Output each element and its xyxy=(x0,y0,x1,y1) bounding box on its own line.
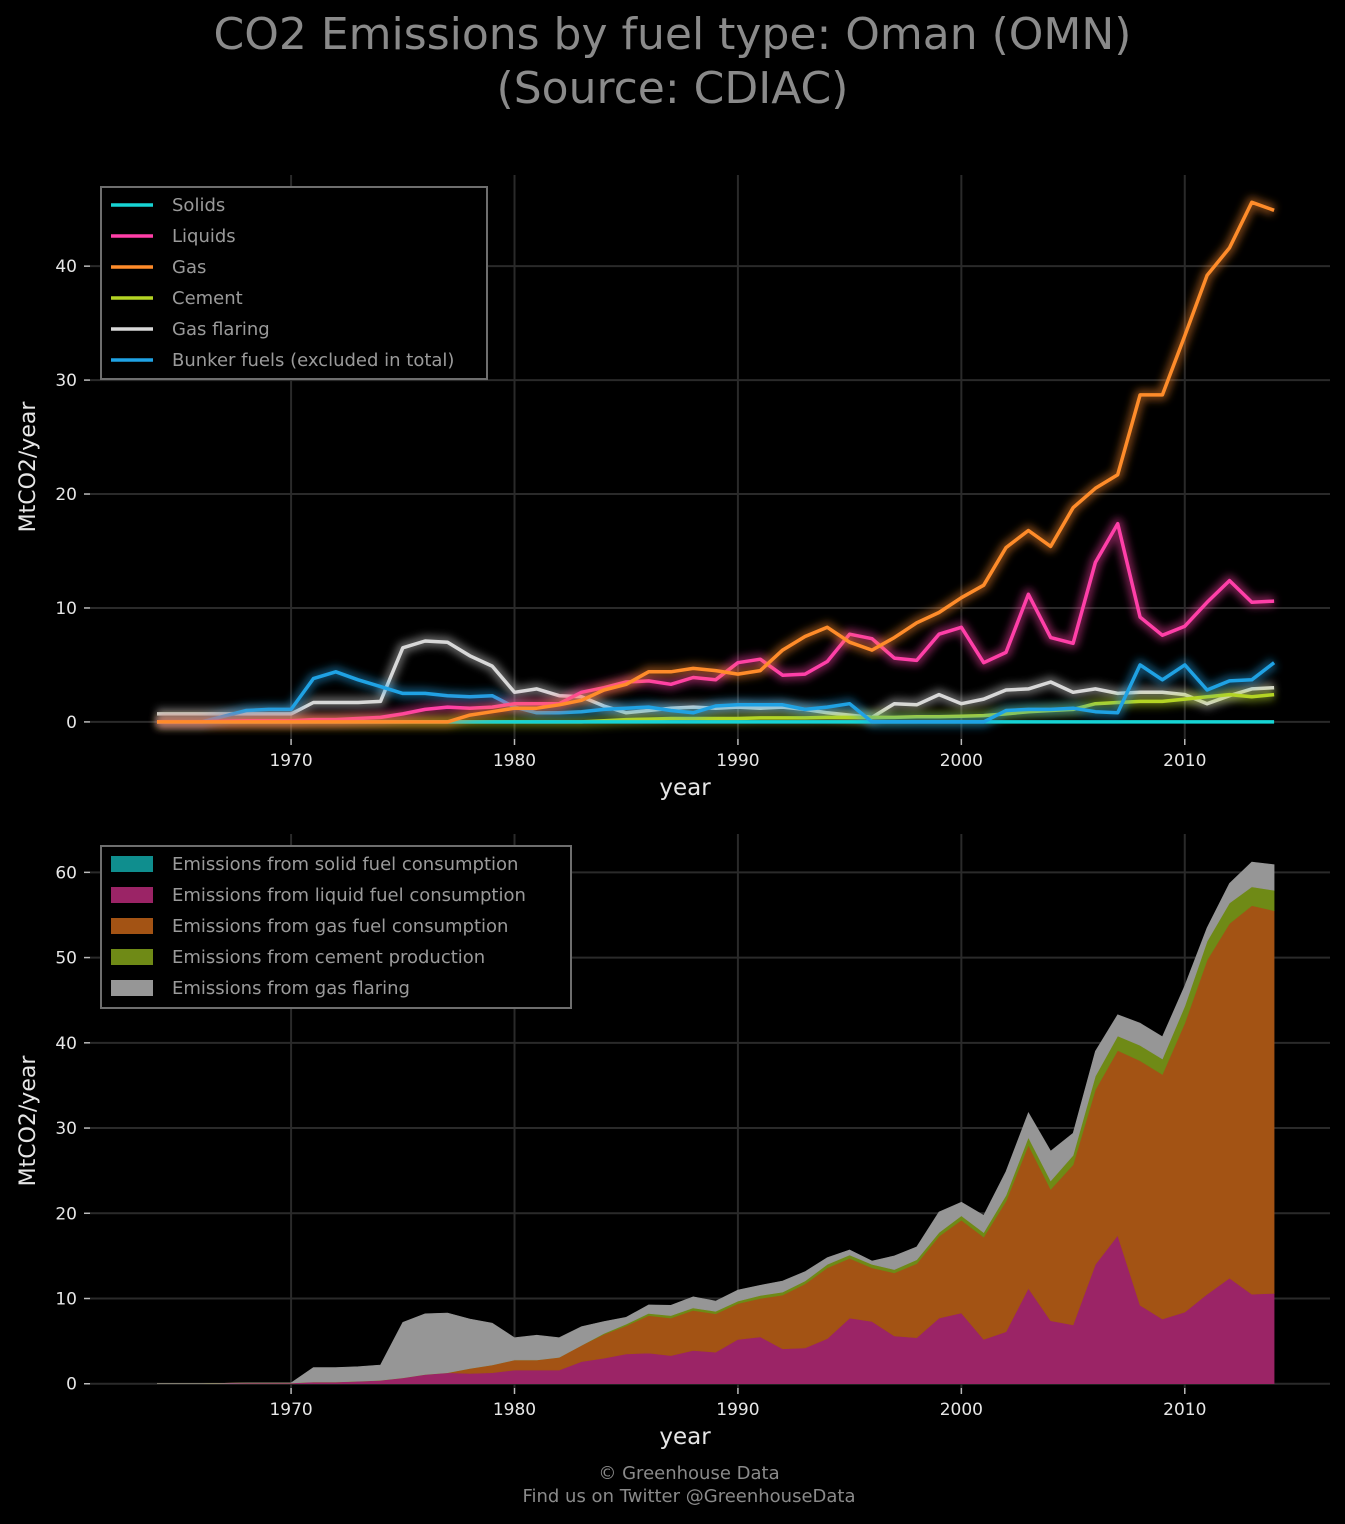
legend-label: Emissions from cement production xyxy=(172,947,485,968)
x-axis-label: year xyxy=(659,1424,711,1450)
series-line-gas xyxy=(157,200,1275,724)
legend: Emissions from solid fuel consumption Emi… xyxy=(100,845,572,1009)
legend-label: Gas flaring xyxy=(172,319,270,340)
y-tick-label: 20 xyxy=(55,485,77,505)
series-bunker-fuels-excluded-in-total xyxy=(157,658,1278,728)
y-tick-label: 20 xyxy=(55,1204,77,1224)
x-tick-label: 1990 xyxy=(716,1400,759,1420)
x-axis-label: year xyxy=(659,775,711,801)
y-tick-label: 0 xyxy=(66,713,77,733)
x-tick-label: 2000 xyxy=(940,751,983,771)
legend-label: Emissions from gas flaring xyxy=(172,978,410,999)
y-tick-label: 30 xyxy=(55,371,77,391)
footer-twitter: Find us on Twitter @GreenhouseData xyxy=(522,1486,856,1507)
axes: 1970 1980 1990 2000 2010 0 10 20 30 40 year MtCO2/y… xyxy=(16,257,1206,801)
line-chart: 1970 1980 1990 2000 2010 0 10 20 30 40 year MtCO2/y… xyxy=(16,175,1330,801)
y-axis-label: MtCO2/year xyxy=(16,1055,41,1187)
y-tick-label: 60 xyxy=(55,863,77,883)
y-tick-label: 40 xyxy=(55,257,77,277)
page-title: CO2 Emissions by fuel type: Oman (OMN) (… xyxy=(0,8,1345,116)
x-tick-label: 1980 xyxy=(493,751,536,771)
x-tick-label: 2010 xyxy=(1163,1400,1206,1420)
footer-credit: © Greenhouse Data xyxy=(598,1463,780,1484)
stacked-area-chart: 1970 1980 1990 2000 2010 0 10 20 30 40 50 60 year MtC… xyxy=(16,834,1330,1450)
area-emissions-from-gas-flaring xyxy=(157,861,1275,1384)
series-gas xyxy=(157,196,1276,728)
legend-label: Emissions from gas fuel consumption xyxy=(172,916,508,937)
legend-label: Gas xyxy=(172,257,206,278)
legend-frame xyxy=(100,186,488,380)
x-tick-label: 1970 xyxy=(269,751,312,771)
y-tick-label: 40 xyxy=(55,1034,77,1054)
legend-swatch xyxy=(111,949,153,965)
legend-label: Solids xyxy=(172,195,225,216)
legend-label: Emissions from solid fuel consumption xyxy=(172,854,518,875)
y-tick-label: 30 xyxy=(55,1119,77,1139)
legend-label: Liquids xyxy=(172,226,236,247)
legend-frame xyxy=(100,845,572,1009)
legend-swatch xyxy=(111,887,153,903)
title-line-1: CO2 Emissions by fuel type: Oman (OMN) xyxy=(213,9,1132,60)
y-axis-label: MtCO2/year xyxy=(16,401,41,533)
x-tick-label: 1970 xyxy=(269,1400,312,1420)
x-tick-label: 1980 xyxy=(493,1400,536,1420)
y-tick-label: 10 xyxy=(55,1290,77,1310)
legend-swatch xyxy=(111,918,153,934)
legend-swatch xyxy=(111,980,153,996)
x-tick-label: 2010 xyxy=(1163,751,1206,771)
y-tick-label: 10 xyxy=(55,599,77,619)
legend-swatch xyxy=(111,856,153,872)
legend-label: Cement xyxy=(172,288,243,309)
axes: 1970 1980 1990 2000 2010 0 10 20 30 40 50 60 year MtC… xyxy=(16,863,1206,1450)
legend-label: Bunker fuels (excluded in total) xyxy=(172,350,454,371)
title-line-2: (Source: CDIAC) xyxy=(496,63,849,114)
y-tick-label: 0 xyxy=(66,1375,77,1395)
x-tick-label: 1990 xyxy=(716,751,759,771)
legend: Solids Liquids Gas Cement Gas flaring Bunker … xyxy=(100,186,488,380)
series-line-bunker-fuels-excluded-in-total xyxy=(157,661,1276,724)
y-tick-label: 50 xyxy=(55,949,77,969)
x-tick-label: 2000 xyxy=(940,1400,983,1420)
footer: © Greenhouse Data Find us on Twitter @Gr… xyxy=(0,1462,1345,1508)
legend-label: Emissions from liquid fuel consumption xyxy=(172,885,526,906)
